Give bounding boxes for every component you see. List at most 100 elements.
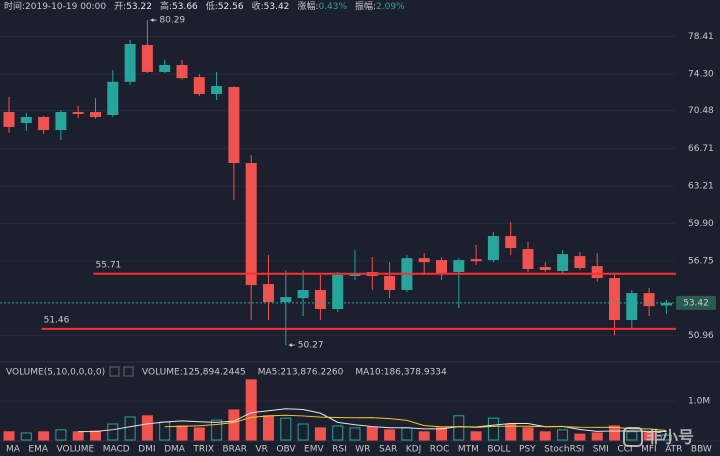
volume-bar: [470, 431, 482, 441]
ma-line: [164, 414, 667, 432]
volume-bar: [263, 415, 274, 441]
volume-bar: [124, 416, 136, 441]
candle-body: [436, 260, 447, 275]
volume-bar: [90, 430, 101, 441]
y-tick-label: 78.41: [688, 32, 714, 42]
indicator-tab[interactable]: MA: [6, 445, 21, 455]
volume-bar: [487, 417, 499, 441]
watermark-logo: [623, 427, 643, 447]
candle-body: [176, 65, 188, 79]
candle-body: [453, 260, 465, 273]
watermark: 非小号: [646, 428, 694, 447]
last-price-label: 53.42: [683, 298, 709, 308]
indicator-tab[interactable]: TRIX: [192, 445, 214, 455]
candle-body: [38, 116, 50, 131]
volume-bar: [38, 431, 50, 441]
candle-body: [505, 236, 517, 249]
candle-body: [418, 258, 430, 263]
volume-bar: [609, 425, 620, 441]
y-tick-label: 63.21: [688, 182, 714, 192]
volume-bar: [539, 431, 551, 441]
indicator-tab[interactable]: BBW: [691, 445, 712, 455]
volume-readout: MA5:213,876.2260: [258, 368, 344, 378]
indicator-tab[interactable]: VOLUME: [57, 445, 95, 455]
indicator-tab[interactable]: SAR: [379, 445, 397, 455]
header-field: 0.43%: [318, 2, 347, 12]
indicator-tab[interactable]: StochRSI: [544, 445, 584, 455]
y-tick-label: 70.48: [688, 106, 714, 116]
candle-body: [193, 77, 205, 95]
header-field: 53.66: [172, 2, 198, 12]
candle-body: [72, 112, 84, 115]
header-field: 53.22: [126, 2, 152, 12]
candle-body: [626, 293, 638, 320]
header-field: 涨幅:: [297, 0, 318, 12]
volume-bar: [297, 423, 309, 441]
indicator-tab[interactable]: ATR: [665, 445, 682, 455]
indicator-tab[interactable]: CCI: [617, 445, 632, 455]
header-field: 高:: [160, 0, 172, 12]
indicator-tab[interactable]: KDJ: [406, 445, 422, 455]
candle-body: [539, 267, 551, 271]
candle-body: [124, 44, 136, 82]
candle-body: [609, 278, 620, 320]
indicator-tab[interactable]: MACD: [103, 445, 130, 455]
indicator-tab[interactable]: SMI: [593, 445, 609, 455]
y-tick-label: 50.96: [688, 331, 714, 341]
volume-bar: [626, 431, 638, 441]
indicator-tab[interactable]: OBV: [276, 445, 296, 455]
candle-body: [297, 290, 309, 299]
candle-body: [660, 302, 672, 306]
candle-body: [55, 112, 67, 131]
header-field: 开:: [114, 1, 126, 12]
volume-bar: [384, 429, 396, 441]
annotation-label: 80.29: [159, 16, 185, 26]
indicator-tab[interactable]: MTM: [458, 445, 479, 455]
volume-bar: [20, 432, 32, 441]
annotation-label: 50.27: [298, 341, 324, 351]
volume-bar: [418, 431, 430, 441]
header-field: 2.09%: [376, 2, 405, 12]
settings-icon[interactable]: [109, 366, 120, 377]
candle-body: [314, 290, 326, 310]
y-tick-label: 1.0M: [688, 396, 710, 406]
indicator-tab[interactable]: ROC: [430, 445, 450, 455]
candle-body: [107, 81, 119, 115]
close-icon[interactable]: [123, 366, 134, 377]
volume-bar: [574, 433, 586, 441]
candle-body: [20, 116, 32, 123]
candle-body: [384, 276, 396, 291]
indicator-tab[interactable]: BOLL: [487, 445, 510, 455]
indicator-tab[interactable]: DMA: [164, 445, 186, 455]
indicator-tab[interactable]: EMA: [28, 445, 48, 455]
candle-body: [280, 297, 292, 303]
candle-body: [487, 236, 499, 261]
volume-bar: [314, 427, 326, 441]
volume-bar: [453, 415, 465, 441]
volume-readout: MA10:186,378.9334: [355, 368, 447, 378]
indicator-tab[interactable]: RSI: [332, 445, 347, 455]
volume-bar: [176, 425, 188, 441]
indicator-tab[interactable]: BRAR: [223, 445, 247, 455]
indicator-tab[interactable]: DMI: [138, 445, 155, 455]
candle-body: [557, 254, 569, 272]
y-tick-label: 66.71: [688, 144, 714, 154]
indicator-tab[interactable]: MFI: [641, 445, 657, 455]
candle-body: [591, 266, 603, 279]
indicator-tab[interactable]: VR: [255, 445, 267, 455]
volume-readout: VOLUME:125,894.2445: [142, 368, 246, 378]
volume-bar: [228, 409, 240, 441]
last-price-tag: [676, 295, 716, 310]
candle-body: [228, 87, 240, 163]
indicator-tab[interactable]: PSY: [519, 445, 536, 455]
volume-bar: [72, 431, 84, 441]
candle-body: [522, 249, 534, 270]
candle-body: [643, 293, 655, 307]
indicator-tab[interactable]: WR: [355, 445, 370, 455]
volume-bar: [349, 427, 361, 441]
indicator-tab[interactable]: EMV: [304, 445, 324, 455]
header-field: 53.42: [264, 2, 290, 12]
candle-body: [245, 162, 257, 286]
